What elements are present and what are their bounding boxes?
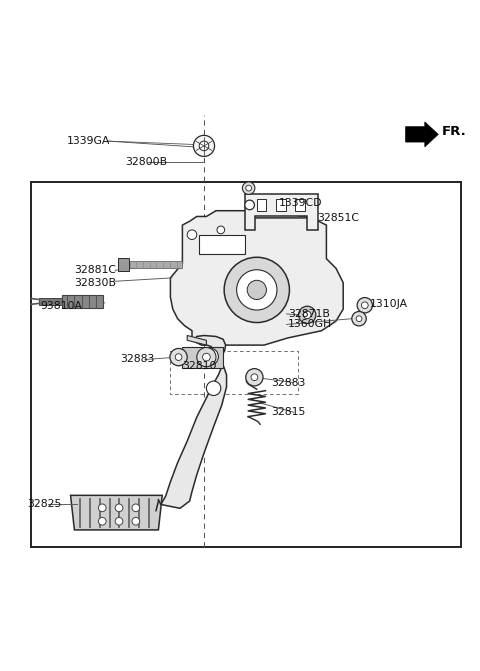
Circle shape (98, 504, 106, 512)
Bar (257, 199, 266, 211)
Text: 32883: 32883 (271, 378, 306, 388)
Circle shape (246, 185, 252, 191)
Circle shape (352, 311, 366, 326)
Circle shape (115, 504, 123, 512)
Text: 1339GA: 1339GA (67, 136, 110, 146)
Text: 32815: 32815 (271, 407, 306, 417)
Circle shape (246, 368, 263, 386)
Circle shape (299, 306, 316, 323)
Text: 1310JA: 1310JA (370, 299, 408, 309)
Circle shape (247, 280, 266, 299)
Text: 32883: 32883 (120, 354, 155, 364)
Polygon shape (170, 211, 343, 345)
Circle shape (245, 200, 254, 210)
Text: FR.: FR. (442, 125, 467, 138)
Polygon shape (118, 258, 129, 270)
Circle shape (115, 517, 123, 525)
Text: 32800B: 32800B (125, 157, 167, 166)
Bar (295, 199, 305, 211)
Circle shape (224, 257, 289, 323)
Circle shape (206, 381, 221, 395)
Text: 93810A: 93810A (41, 301, 83, 311)
Polygon shape (39, 297, 62, 305)
Text: 32881C: 32881C (74, 265, 117, 275)
Circle shape (237, 270, 277, 310)
Polygon shape (127, 260, 182, 268)
Polygon shape (245, 194, 318, 230)
Circle shape (203, 353, 210, 361)
Polygon shape (187, 336, 206, 345)
Circle shape (199, 141, 209, 151)
Polygon shape (161, 336, 227, 509)
Circle shape (303, 311, 311, 319)
Circle shape (356, 316, 362, 321)
Circle shape (193, 136, 215, 156)
Text: 1339CD: 1339CD (278, 199, 322, 209)
Polygon shape (62, 295, 103, 308)
Circle shape (242, 182, 255, 195)
Circle shape (251, 374, 258, 380)
Text: 32830B: 32830B (74, 278, 117, 288)
Circle shape (132, 504, 140, 512)
Text: 32825: 32825 (27, 499, 61, 509)
Circle shape (132, 517, 140, 525)
Bar (31, 182, 461, 547)
Circle shape (170, 348, 187, 366)
Circle shape (217, 226, 225, 234)
Circle shape (175, 354, 182, 360)
Polygon shape (406, 122, 438, 147)
Bar (276, 199, 286, 211)
Polygon shape (71, 495, 162, 530)
Circle shape (197, 348, 216, 366)
Circle shape (201, 348, 218, 365)
Polygon shape (182, 346, 223, 368)
Text: 1360GH: 1360GH (288, 319, 332, 329)
Bar (199, 235, 245, 254)
Circle shape (98, 517, 106, 525)
Circle shape (187, 230, 197, 240)
Text: 32810: 32810 (182, 361, 217, 371)
Circle shape (361, 302, 368, 309)
Text: 32851C: 32851C (317, 213, 359, 223)
Text: 32871B: 32871B (288, 309, 330, 319)
Circle shape (357, 297, 372, 313)
